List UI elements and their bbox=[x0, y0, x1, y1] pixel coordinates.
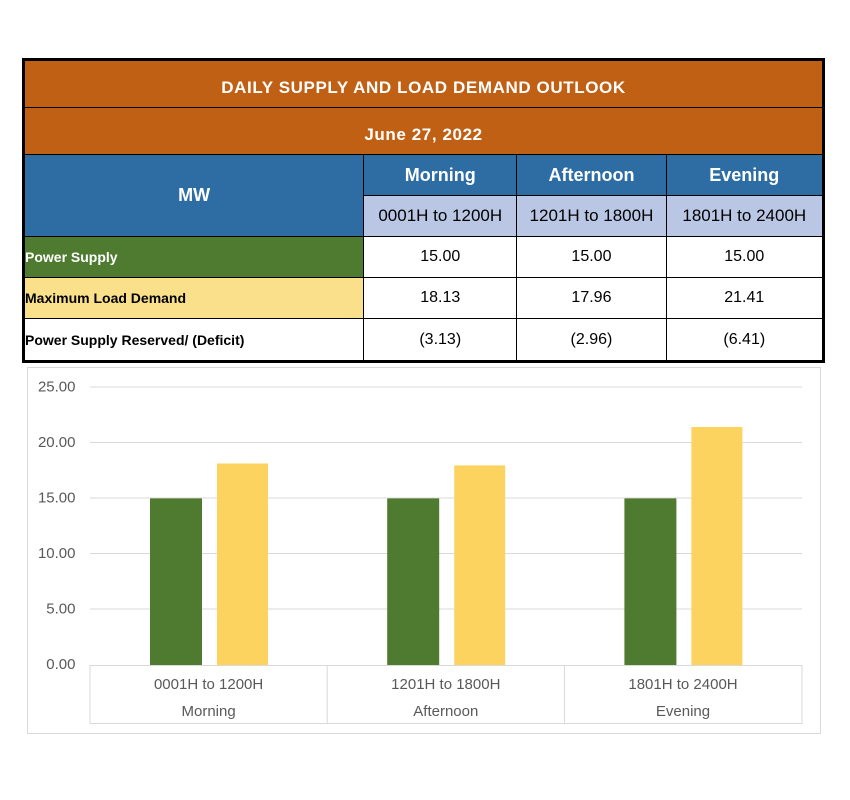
svg-text:10.00: 10.00 bbox=[38, 545, 76, 562]
svg-text:0.00: 0.00 bbox=[46, 656, 75, 673]
svg-text:5.00: 5.00 bbox=[46, 601, 75, 618]
svg-text:0001H to 1200H: 0001H to 1200H bbox=[154, 676, 263, 693]
svg-text:Afternoon: Afternoon bbox=[413, 703, 478, 720]
svg-text:1201H to 1800H: 1201H to 1800H bbox=[391, 676, 500, 693]
svg-text:25.00: 25.00 bbox=[38, 379, 76, 396]
svg-text:1801H to 2400H: 1801H to 2400H bbox=[628, 676, 737, 693]
svg-text:15.00: 15.00 bbox=[38, 490, 76, 507]
svg-text:Morning: Morning bbox=[181, 703, 235, 720]
svg-text:Evening: Evening bbox=[656, 703, 710, 720]
svg-text:20.00: 20.00 bbox=[38, 434, 76, 451]
